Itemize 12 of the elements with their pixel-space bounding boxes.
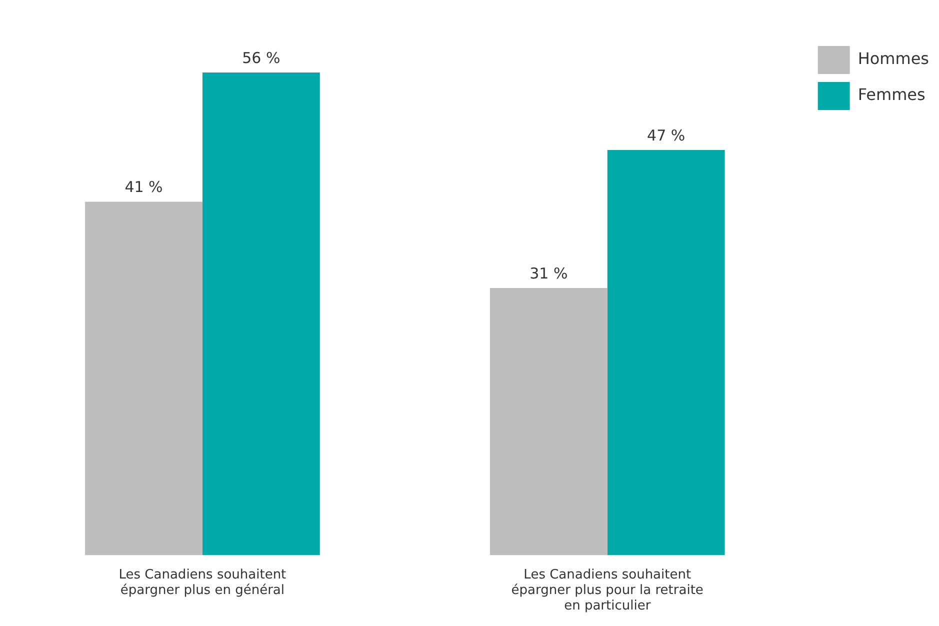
bar [490,288,608,556]
x-tick-label: Les Canadiens souhaitent épargner plus pour la retraite en particulier [511,567,704,614]
bar [85,202,202,556]
x-tick-label: Les Canadiens souhaitent épargner plus en général [118,567,286,598]
legend-label: Hommes [858,49,929,68]
data-label: 31 % [530,264,568,282]
bar [607,150,725,556]
data-label: 41 % [124,178,163,196]
bar [202,72,320,556]
data-label: 47 % [647,126,686,144]
data-label: 56 % [242,48,280,67]
legend-label: Femmes [858,85,926,104]
